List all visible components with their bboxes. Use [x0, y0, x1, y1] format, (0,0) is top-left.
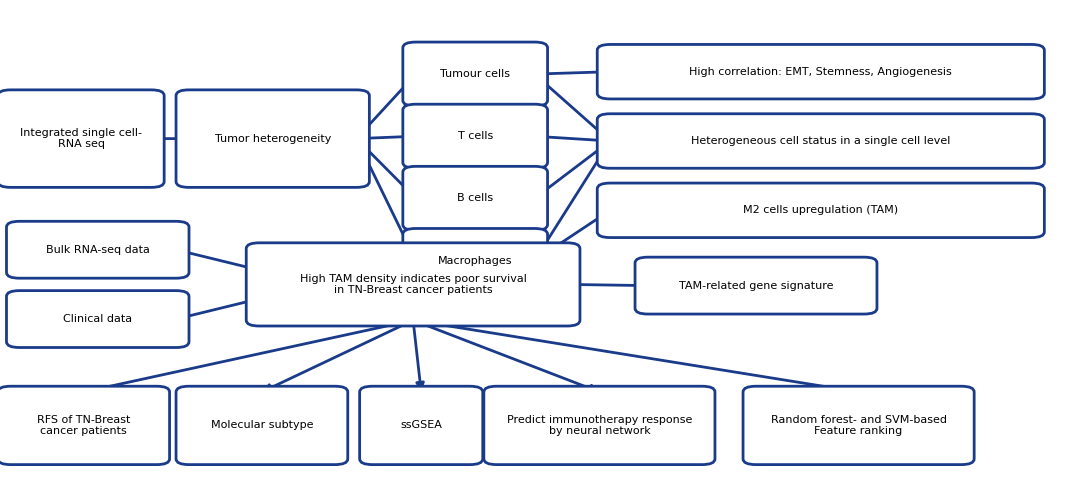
Text: ssGSEA: ssGSEA	[401, 421, 442, 430]
Text: Tumor heterogeneity: Tumor heterogeneity	[215, 134, 330, 143]
FancyBboxPatch shape	[6, 221, 189, 278]
FancyBboxPatch shape	[597, 183, 1044, 238]
Text: Integrated single cell-
RNA seq: Integrated single cell- RNA seq	[21, 128, 141, 150]
Text: Molecular subtype: Molecular subtype	[211, 421, 313, 430]
Text: Bulk RNA-seq data: Bulk RNA-seq data	[45, 245, 150, 255]
Text: RFS of TN-Breast
cancer patients: RFS of TN-Breast cancer patients	[37, 414, 131, 436]
Text: M2 cells upregulation (TAM): M2 cells upregulation (TAM)	[743, 206, 899, 215]
FancyBboxPatch shape	[176, 90, 369, 187]
FancyBboxPatch shape	[597, 44, 1044, 99]
FancyBboxPatch shape	[403, 228, 548, 293]
FancyBboxPatch shape	[403, 104, 548, 168]
FancyBboxPatch shape	[635, 257, 877, 314]
FancyBboxPatch shape	[484, 386, 715, 465]
Text: Predict immunotherapy response
by neural network: Predict immunotherapy response by neural…	[507, 414, 692, 436]
FancyBboxPatch shape	[403, 42, 548, 106]
FancyBboxPatch shape	[360, 386, 483, 465]
FancyBboxPatch shape	[597, 114, 1044, 168]
Text: High TAM density indicates poor survival
in TN-Breast cancer patients: High TAM density indicates poor survival…	[299, 273, 527, 295]
FancyBboxPatch shape	[743, 386, 974, 465]
FancyBboxPatch shape	[0, 386, 170, 465]
FancyBboxPatch shape	[0, 90, 164, 187]
FancyBboxPatch shape	[403, 166, 548, 230]
Text: Random forest- and SVM-based
Feature ranking: Random forest- and SVM-based Feature ran…	[771, 414, 946, 436]
FancyBboxPatch shape	[6, 291, 189, 348]
Text: High correlation: EMT, Stemness, Angiogenesis: High correlation: EMT, Stemness, Angioge…	[689, 67, 953, 76]
FancyBboxPatch shape	[176, 386, 348, 465]
Text: TAM-related gene signature: TAM-related gene signature	[678, 281, 834, 291]
Text: Tumour cells: Tumour cells	[441, 69, 510, 79]
Text: Macrophages: Macrophages	[438, 256, 512, 265]
FancyBboxPatch shape	[246, 243, 580, 326]
Text: Clinical data: Clinical data	[63, 314, 133, 324]
Text: B cells: B cells	[457, 194, 494, 203]
Text: T cells: T cells	[458, 131, 492, 141]
Text: Heterogeneous cell status in a single cell level: Heterogeneous cell status in a single ce…	[691, 136, 950, 146]
